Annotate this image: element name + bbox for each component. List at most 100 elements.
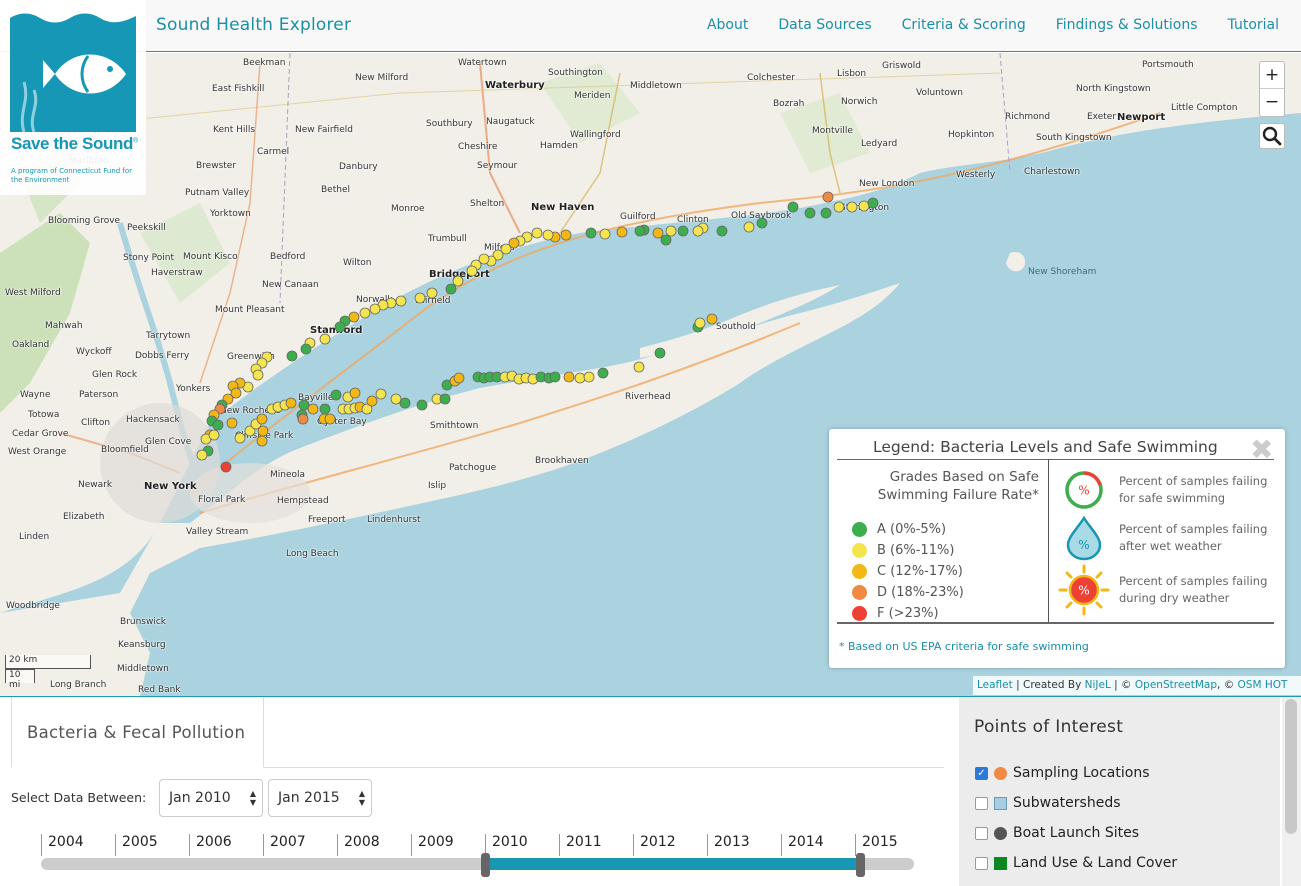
sampling-point[interactable] [706, 313, 718, 325]
sampling-point[interactable] [256, 435, 268, 447]
zoom-out-button[interactable]: − [1264, 92, 1280, 112]
sampling-point[interactable] [330, 389, 342, 401]
sampling-point[interactable] [212, 419, 224, 431]
sampling-point[interactable] [478, 253, 490, 265]
tab-bacteria-fecal-pollution[interactable]: Bacteria & Fecal Pollution [11, 697, 264, 768]
sampling-point[interactable] [597, 367, 609, 379]
zoom-in-button[interactable]: + [1260, 62, 1284, 89]
sampling-point[interactable] [208, 429, 220, 441]
sampling-point[interactable] [660, 234, 672, 246]
start-date-select[interactable]: Jan 2010 ▲ ▼ [159, 779, 263, 817]
logo[interactable]: Save the Sound® A program of Connecticut… [0, 0, 146, 195]
sampling-point[interactable] [858, 200, 870, 212]
sampling-point[interactable] [399, 397, 411, 409]
sampling-point[interactable] [542, 229, 554, 241]
sampling-point[interactable] [252, 369, 264, 381]
sampling-point[interactable] [257, 425, 269, 437]
sampling-point[interactable] [375, 388, 387, 400]
sampling-point[interactable] [395, 295, 407, 307]
sampling-point[interactable] [867, 197, 879, 209]
attrib-osm-hot-link[interactable]: OSM HOT [1237, 679, 1288, 691]
poi-land-use-checkbox[interactable] [975, 856, 988, 870]
sampling-point[interactable] [230, 387, 242, 399]
sampling-point[interactable] [583, 371, 595, 383]
poi-boat-launch-checkbox[interactable] [975, 826, 988, 840]
attrib-author-link[interactable]: NiJeL [1084, 679, 1111, 691]
sampling-point[interactable] [244, 425, 256, 437]
attrib-leaflet-link[interactable]: Leaflet [977, 679, 1013, 691]
sampling-point[interactable] [234, 432, 246, 444]
app-title[interactable]: Sound Health Explorer [156, 15, 352, 35]
sampling-point[interactable] [359, 307, 371, 319]
attrib-osm-link[interactable]: OpenStreetMap [1134, 679, 1218, 691]
sampling-point[interactable] [466, 265, 478, 277]
sampling-point[interactable] [743, 221, 755, 233]
sampling-point[interactable] [634, 225, 646, 237]
sampling-point[interactable] [508, 237, 520, 249]
sampling-point[interactable] [324, 413, 336, 425]
sampling-point[interactable] [196, 449, 208, 461]
sampling-point[interactable] [366, 395, 378, 407]
sampling-point[interactable] [599, 228, 611, 240]
poi-subwatersheds[interactable]: Subwatersheds [975, 795, 1121, 811]
sampling-point[interactable] [445, 283, 457, 295]
sampling-point[interactable] [549, 371, 561, 383]
sampling-points-layer[interactable] [0, 53, 1301, 696]
sampling-point[interactable] [348, 311, 360, 323]
sampling-point[interactable] [416, 399, 428, 411]
sampling-point[interactable] [319, 333, 331, 345]
sampling-point[interactable] [677, 225, 689, 237]
sampling-point[interactable] [756, 217, 768, 229]
nav-tutorial[interactable]: Tutorial [1227, 17, 1279, 33]
sampling-point[interactable] [226, 417, 238, 429]
sampling-point[interactable] [426, 287, 438, 299]
sampling-point[interactable] [319, 403, 331, 415]
poi-subwatersheds-checkbox[interactable] [975, 796, 988, 810]
nav-findings-solutions[interactable]: Findings & Solutions [1055, 17, 1198, 33]
sampling-point[interactable] [652, 227, 664, 239]
sampling-point[interactable] [692, 225, 704, 237]
slider-end-handle[interactable] [856, 853, 865, 877]
sampling-point[interactable] [574, 372, 586, 384]
sampling-point[interactable] [285, 397, 297, 409]
slider-selected-range[interactable] [488, 858, 860, 870]
sampling-point[interactable] [220, 461, 232, 473]
poi-land-use[interactable]: Land Use & Land Cover [975, 855, 1177, 871]
sampling-point[interactable] [616, 226, 628, 238]
sampling-point[interactable] [820, 207, 832, 219]
sampling-point[interactable] [349, 387, 361, 399]
sampling-point[interactable] [560, 229, 572, 241]
sampling-point[interactable] [665, 225, 677, 237]
sampling-point[interactable] [439, 393, 451, 405]
poi-boat-launch[interactable]: Boat Launch Sites [975, 825, 1139, 841]
sampling-point[interactable] [286, 350, 298, 362]
sampling-point[interactable] [563, 371, 575, 383]
sampling-point[interactable] [822, 191, 834, 203]
poi-sampling-checkbox[interactable]: ✓ [975, 766, 988, 780]
slider-start-handle[interactable] [481, 853, 490, 877]
nav-data-sources[interactable]: Data Sources [778, 17, 872, 33]
sampling-point[interactable] [307, 403, 319, 415]
sampling-point[interactable] [492, 249, 504, 261]
sampling-point[interactable] [452, 275, 464, 287]
sampling-point[interactable] [804, 207, 816, 219]
map-search-button[interactable] [1259, 123, 1285, 149]
sampling-point[interactable] [531, 227, 543, 239]
sampling-point[interactable] [300, 343, 312, 355]
end-date-select[interactable]: Jan 2015 ▲ ▼ [268, 779, 372, 817]
sampling-point[interactable] [787, 201, 799, 213]
nav-criteria-scoring[interactable]: Criteria & Scoring [901, 17, 1026, 33]
sampling-point[interactable] [298, 399, 310, 411]
sampling-point[interactable] [716, 225, 728, 237]
sampling-point[interactable] [334, 321, 346, 333]
nav-about[interactable]: About [706, 17, 749, 33]
sampling-point[interactable] [694, 317, 706, 329]
sampling-point[interactable] [414, 292, 426, 304]
sampling-point[interactable] [390, 393, 402, 405]
map[interactable]: Beekman Watertown Southington Middletown Col… [0, 53, 1301, 696]
poi-sampling-locations[interactable]: ✓ Sampling Locations [975, 765, 1150, 781]
sampling-point[interactable] [453, 372, 465, 384]
sampling-point[interactable] [256, 413, 268, 425]
sampling-point[interactable] [585, 227, 597, 239]
scrollbar-thumb[interactable] [1285, 699, 1297, 834]
